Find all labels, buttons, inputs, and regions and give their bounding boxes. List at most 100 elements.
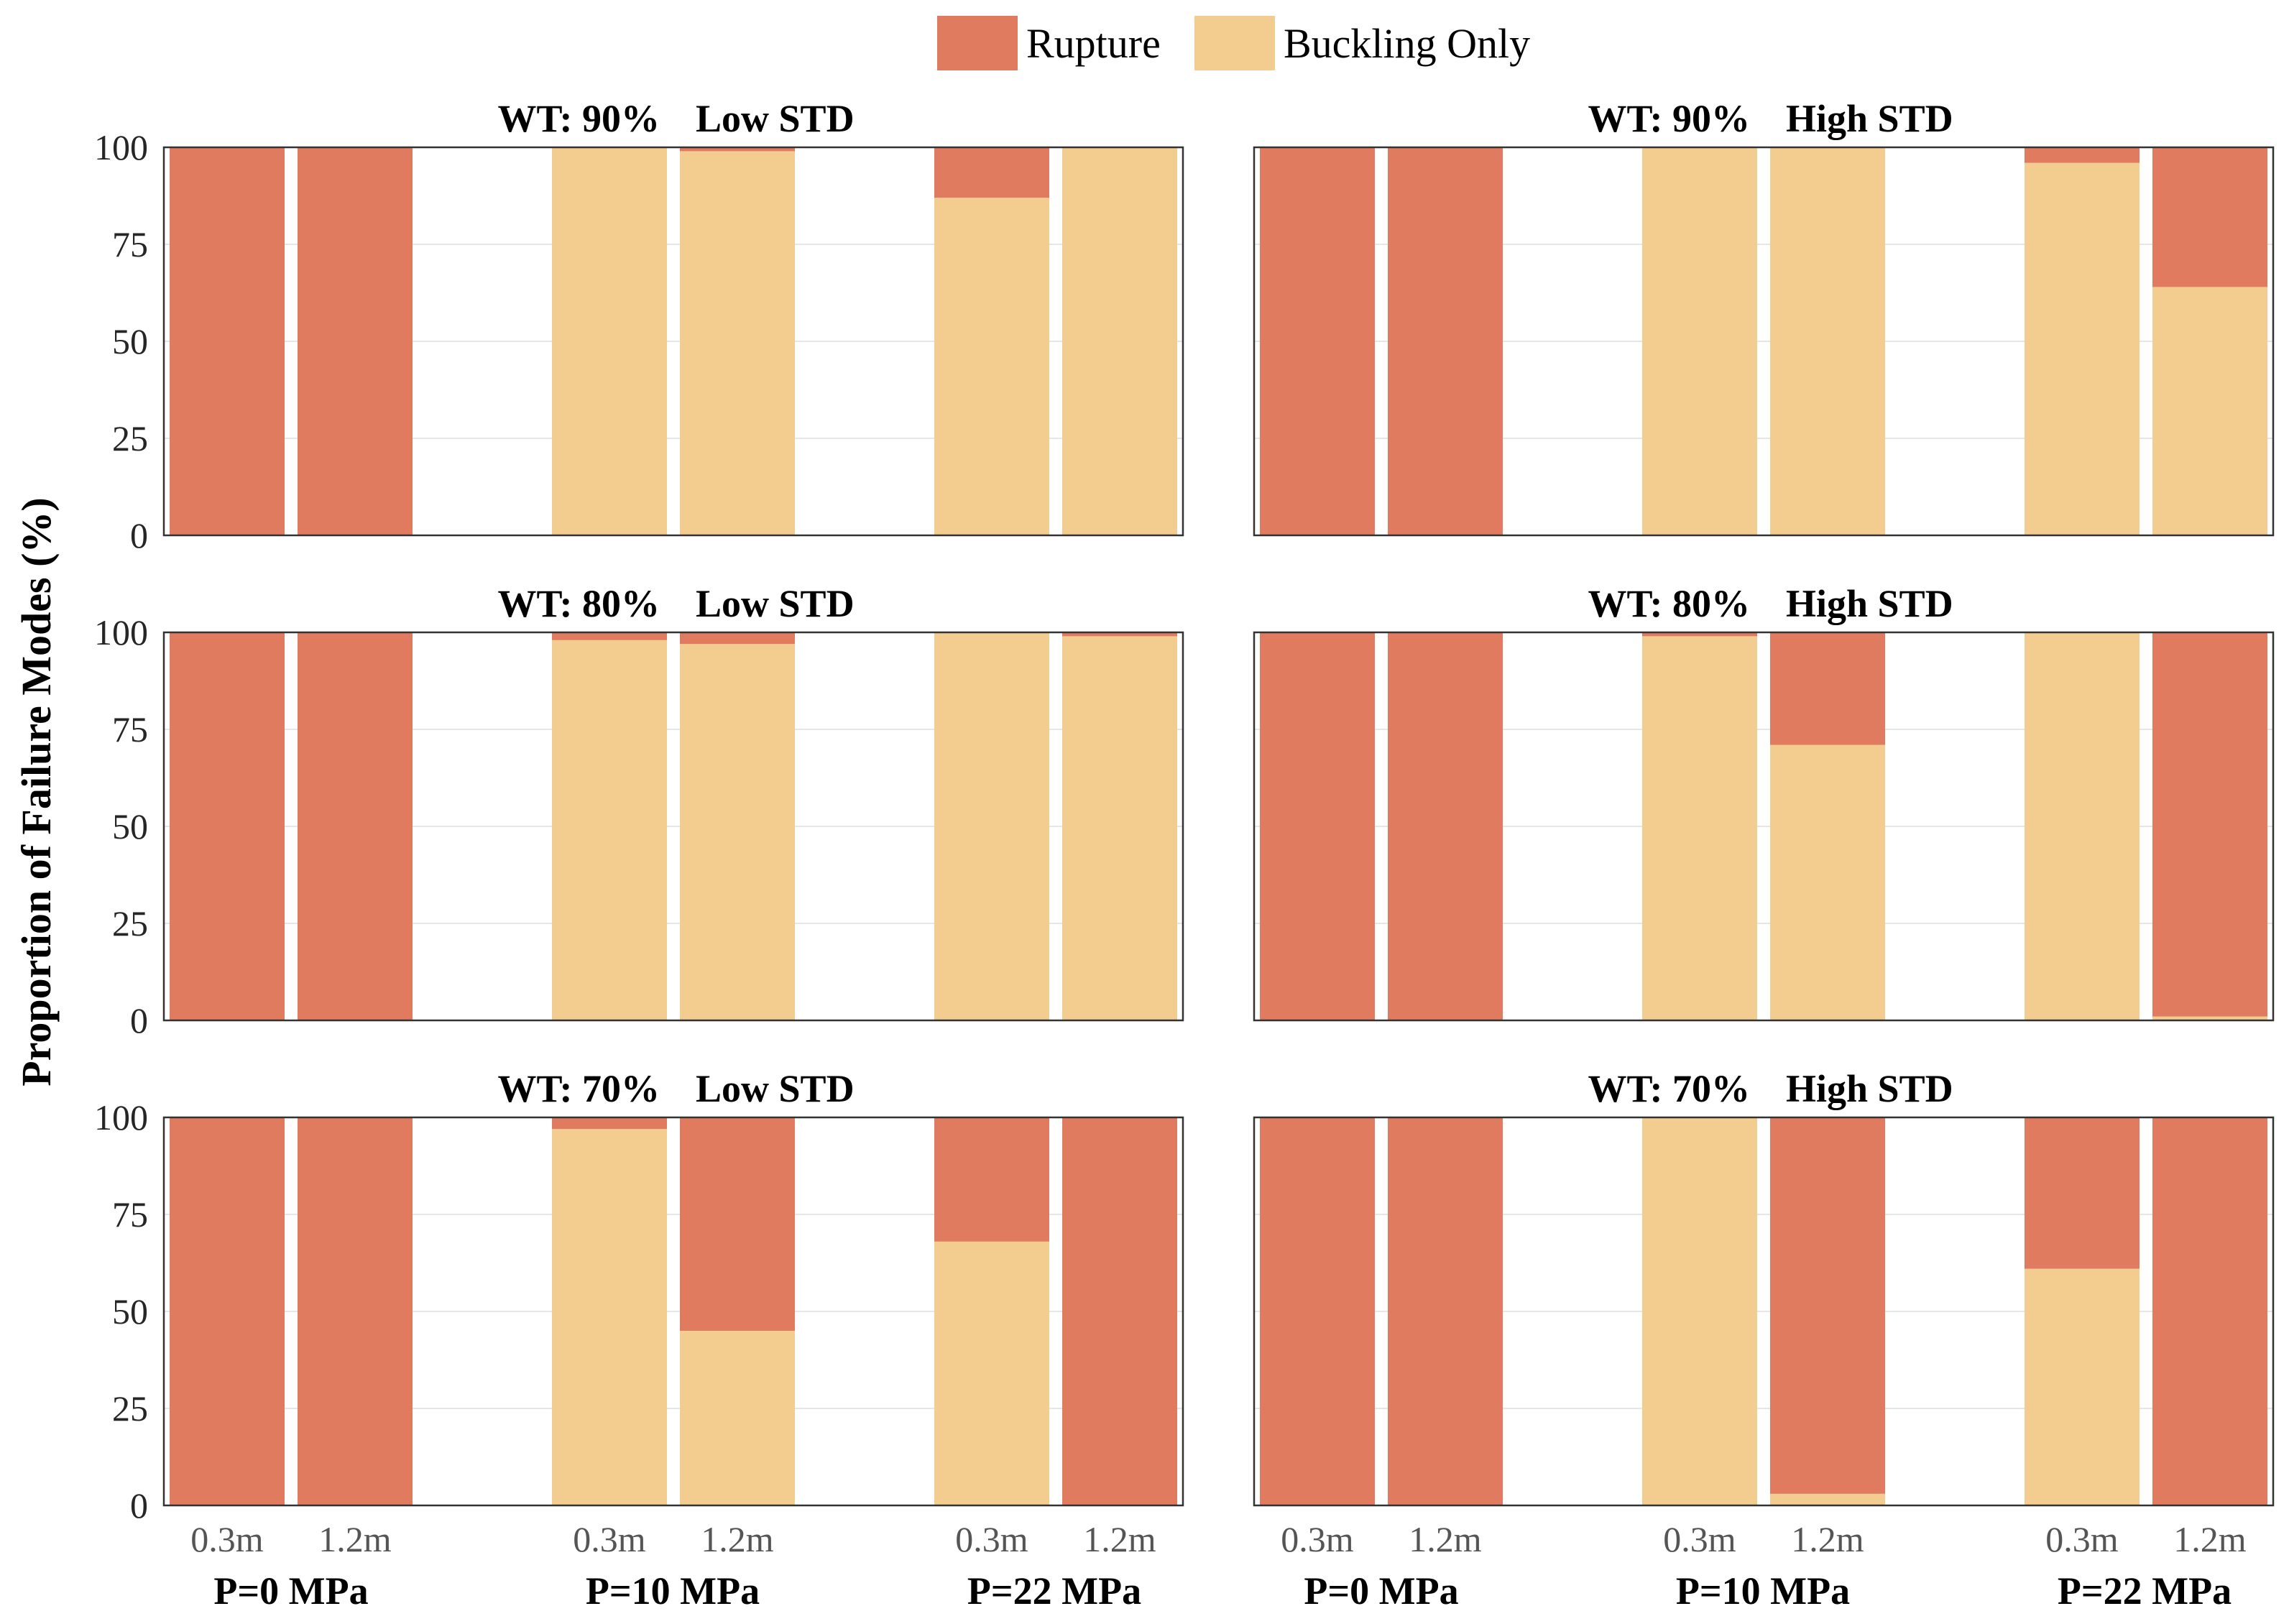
y-tick-label: 100 (94, 1097, 148, 1138)
bar-rupture (170, 632, 285, 1020)
bar-rupture (934, 1117, 1049, 1242)
y-tick-label: 50 (112, 806, 148, 846)
bar-buckling-only (2025, 162, 2140, 536)
y-tick-label: 100 (94, 612, 148, 652)
bar-rupture (680, 632, 795, 645)
bar-buckling-only (2025, 1268, 2140, 1505)
x-tick-label: 1.2m (1409, 1519, 1482, 1559)
x-tick-label: 1.2m (1083, 1519, 1156, 1559)
legend-label-buckling-only: Buckling Only (1284, 20, 1530, 67)
bar-buckling-only (552, 147, 667, 535)
bar-rupture (1062, 1117, 1177, 1505)
bar-rupture (1388, 1117, 1503, 1505)
bar-rupture (2152, 147, 2267, 287)
x-tick-label: 1.2m (2173, 1519, 2247, 1559)
panel-title-std: High STD (1786, 582, 1953, 625)
bar-buckling-only (1770, 744, 1885, 1020)
panel-title-wt: WT: 70% (498, 1067, 660, 1110)
bar-buckling-only (934, 1241, 1049, 1505)
y-tick-label: 100 (94, 127, 148, 167)
panel-title-wt: WT: 90% (498, 97, 660, 140)
panel-title-std: Low STD (696, 582, 855, 625)
bar-rupture (2025, 1117, 2140, 1269)
x-tick-label: 0.3m (1281, 1519, 1354, 1559)
bar-rupture (1062, 632, 1177, 637)
bar-rupture (1388, 147, 1503, 535)
bar-buckling-only (1770, 1493, 1885, 1505)
legend-swatch-rupture (937, 16, 1018, 70)
bar-buckling-only (1770, 147, 1885, 535)
bar-rupture (934, 147, 1049, 198)
group-label: P=0 MPa (1304, 1569, 1458, 1613)
panel-1: WT: 90% Low STD 0 25 50 75 100 (94, 97, 1184, 555)
y-tick-label: 50 (112, 321, 148, 361)
panel-title-std: High STD (1786, 1067, 1953, 1110)
plot-frame (1253, 146, 2275, 537)
bar-rupture (1260, 147, 1375, 535)
bar-rupture (1770, 1117, 1885, 1494)
bar-rupture (680, 147, 795, 152)
bar-rupture (2152, 632, 2267, 1017)
bar-buckling-only (552, 1129, 667, 1505)
y-tick-label: 0 (130, 515, 148, 555)
bar-buckling-only (1642, 1117, 1757, 1505)
panel-title-wt: WT: 80% (1588, 582, 1751, 625)
group-label: P=22 MPa (967, 1569, 1141, 1613)
panel-6: WT: 70% High STD 0.3m 1.2m 0.3m 1.2m 0.3m 1.2m P… (1253, 1067, 2275, 1613)
bar-buckling-only (1062, 636, 1177, 1020)
legend: Rupture Buckling Only (937, 16, 1530, 70)
x-tick-label: 1.2m (318, 1519, 392, 1559)
x-tick-label: 0.3m (955, 1519, 1028, 1559)
y-tick-label: 25 (112, 903, 148, 944)
bar-buckling-only (1642, 636, 1757, 1020)
bar-rupture (170, 147, 285, 535)
bar-rupture (1260, 632, 1375, 1020)
x-tick-label: 1.2m (1791, 1519, 1864, 1559)
y-tick-label: 50 (112, 1291, 148, 1332)
panel-title-std: High STD (1786, 97, 1953, 140)
panel-title-std: Low STD (696, 97, 855, 140)
bar-buckling-only (1062, 147, 1177, 535)
bar-buckling-only (934, 632, 1049, 1020)
y-tick-label: 0 (130, 1000, 148, 1041)
y-axis-label: Proportion of Failure Modes (%) (13, 497, 60, 1086)
x-tick-label: 0.3m (2045, 1519, 2119, 1559)
plot-frame (1253, 1116, 2275, 1507)
x-tick-label: 1.2m (701, 1519, 774, 1559)
bar-rupture (298, 1117, 413, 1505)
panel-5: WT: 70% Low STD 0 25 50 75 100 0.3m 1.2m 0.3m 1.2m… (94, 1067, 1184, 1613)
group-label: P=22 MPa (2058, 1569, 2232, 1613)
bar-buckling-only (2025, 632, 2140, 1020)
bar-buckling-only (552, 640, 667, 1020)
x-tick-label: 0.3m (573, 1519, 646, 1559)
bar-rupture (1260, 1117, 1375, 1505)
group-label: P=10 MPa (1676, 1569, 1850, 1613)
panel-title-wt: WT: 80% (498, 582, 660, 625)
panel-4: WT: 80% High STD (1253, 582, 2275, 1022)
bar-rupture (1770, 632, 1885, 745)
bar-rupture (1388, 632, 1503, 1020)
bar-buckling-only (1642, 147, 1757, 535)
bar-rupture (1642, 632, 1757, 637)
x-tick-label: 0.3m (1663, 1519, 1736, 1559)
bar-rupture (2152, 1117, 2267, 1505)
bar-rupture (680, 1117, 795, 1331)
panel-3: WT: 80% Low STD 0 25 50 75 100 (94, 582, 1184, 1041)
legend-label-rupture: Rupture (1026, 20, 1161, 67)
plot-frame (1253, 631, 2275, 1022)
plot-frame (162, 631, 1184, 1022)
bar-rupture (2025, 147, 2140, 163)
bar-buckling-only (2152, 287, 2267, 535)
panel-2: WT: 90% High STD (1253, 97, 2275, 537)
plot-frame (162, 1116, 1184, 1507)
bar-rupture (298, 147, 413, 535)
y-tick-label: 25 (112, 418, 148, 458)
panel-title-std: Low STD (696, 1067, 855, 1110)
y-tick-label: 75 (112, 224, 148, 264)
y-tick-label: 75 (112, 709, 148, 749)
bar-buckling-only (680, 1331, 795, 1505)
group-label: P=0 MPa (213, 1569, 368, 1613)
y-tick-label: 25 (112, 1388, 148, 1429)
